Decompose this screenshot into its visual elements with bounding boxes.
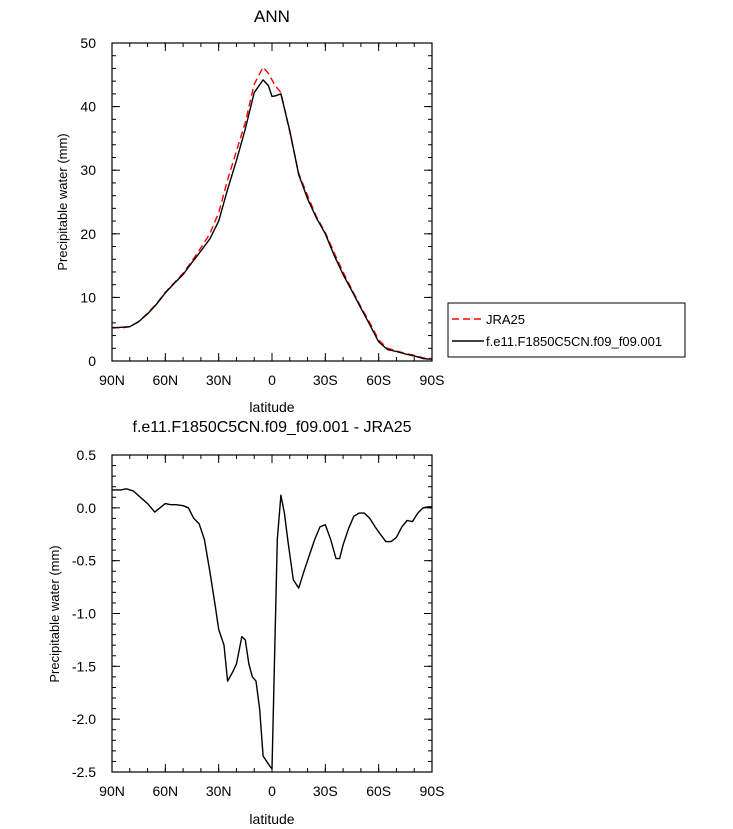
upper-chart-title: ANN	[254, 7, 290, 26]
x-tick-label: 60N	[152, 783, 178, 799]
upper-x-axis-label: latitude	[249, 399, 294, 415]
series-line-0	[111, 66, 432, 360]
lower-x-axis-label: latitude	[249, 811, 294, 827]
y-tick-label: -0.5	[72, 553, 96, 569]
x-tick-label: 60S	[366, 372, 391, 388]
lower-panel: f.e11.F1850C5CN.f09_f09.001 - JRA25 90N 6…	[47, 419, 444, 827]
x-tick-label: 30N	[206, 372, 232, 388]
y-tick-label: -2.0	[72, 711, 96, 727]
y-tick-label: 40	[80, 99, 96, 115]
series-line-1	[111, 79, 432, 360]
legend-label-1: f.e11.F1850C5CN.f09_f09.001	[486, 334, 662, 349]
upper-panel: ANN 90N 60N 30N 0 30S 60S 90S 0 10 20 30 40 50 latit…	[55, 7, 686, 415]
upper-plot-area: 90N 60N 30N 0 30S 60S 90S 0 10 20 30 40 50	[80, 35, 444, 388]
y-tick-label: -2.5	[72, 764, 96, 780]
y-tick-label: 50	[80, 35, 96, 51]
legend: JRA25 f.e11.F1850C5CN.f09_f09.001	[447, 302, 686, 358]
y-tick-label: -1.0	[72, 606, 96, 622]
y-tick-label: 30	[80, 162, 96, 178]
y-tick-label: -1.5	[72, 658, 96, 674]
plot-frame	[111, 454, 433, 773]
x-tick-label: 0	[268, 372, 276, 388]
x-tick-label: 30S	[313, 372, 338, 388]
x-tick-label: 30S	[313, 783, 338, 799]
y-tick-label: 10	[80, 289, 96, 305]
x-tick-label: 60S	[366, 783, 391, 799]
x-tick-label: 90S	[420, 372, 445, 388]
x-tick-label: 90S	[420, 783, 445, 799]
x-tick-label: 0	[268, 783, 276, 799]
y-tick-label: 0.5	[77, 447, 97, 463]
upper-y-axis-label: Precipitable water (mm)	[55, 133, 70, 270]
legend-box	[447, 302, 686, 358]
x-tick-label: 60N	[152, 372, 178, 388]
legend-label-0: JRA25	[486, 312, 525, 327]
lower-plot-area: 90N 60N 30N 0 30S 60S 90S -2.5 -2.0 -1.5 -1.0 -0.5 0…	[72, 447, 445, 799]
y-tick-label: 0.0	[77, 500, 97, 516]
x-tick-label: 90N	[99, 783, 125, 799]
lower-y-axis-label: Precipitable water (mm)	[47, 545, 62, 682]
lower-chart-title: f.e11.F1850C5CN.f09_f09.001 - JRA25	[133, 419, 412, 436]
y-tick-label: 20	[80, 226, 96, 242]
plot-frame	[111, 42, 433, 362]
x-tick-label: 30N	[206, 783, 232, 799]
y-tick-label: 0	[88, 353, 96, 369]
series-line-0	[112, 488, 432, 770]
x-tick-label: 90N	[99, 372, 125, 388]
